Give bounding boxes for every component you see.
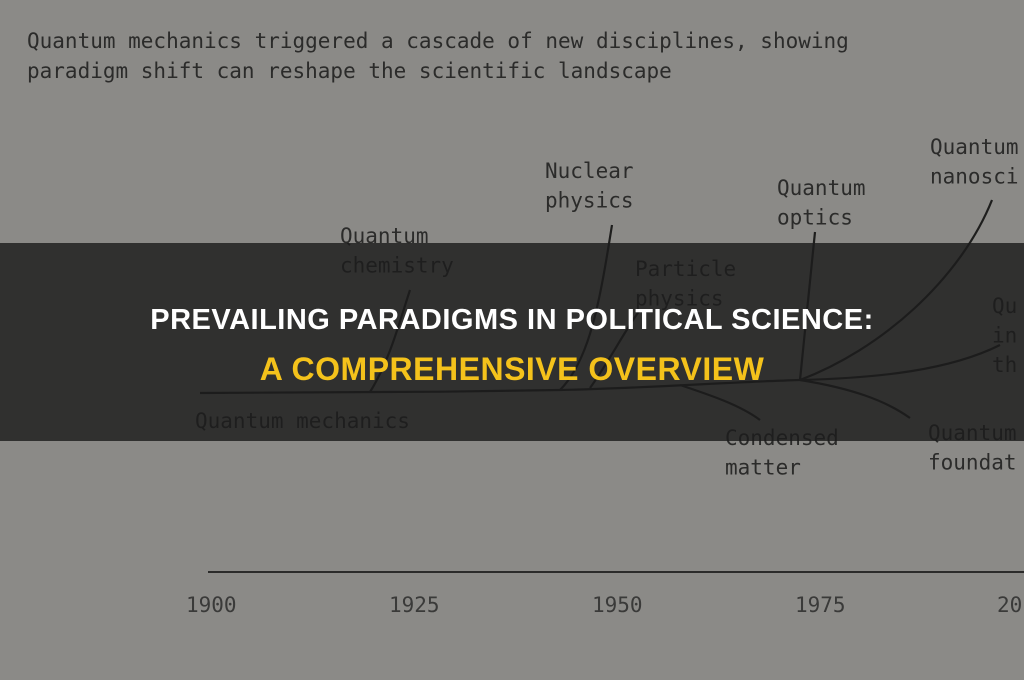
axis-label: 1975: [795, 593, 846, 617]
banner-title: PREVAILING PARADIGMS IN POLITICAL SCIENC…: [150, 304, 874, 336]
node-label: optics: [777, 206, 853, 230]
banner: PREVAILING PARADIGMS IN POLITICAL SCIENC…: [0, 243, 1024, 441]
node-label: matter: [725, 456, 801, 480]
node-label: physics: [545, 189, 634, 213]
caption-line: paradigm shift can reshape the scientifi…: [27, 59, 672, 83]
caption-line: Quantum mechanics triggered a cascade of…: [27, 29, 849, 53]
axis-label: 1900: [186, 593, 237, 617]
node-label: nanosci: [930, 165, 1019, 189]
axis-label: 1950: [592, 593, 643, 617]
node-label: foundat: [928, 451, 1017, 475]
banner-subtitle: A COMPREHENSIVE OVERVIEW: [259, 351, 765, 387]
axis-label: 1925: [389, 593, 440, 617]
axis-label: 20: [997, 593, 1022, 617]
node-label: Quantum: [930, 135, 1019, 159]
node-label: Nuclear: [545, 159, 634, 183]
node-label: Quantum: [777, 176, 866, 200]
